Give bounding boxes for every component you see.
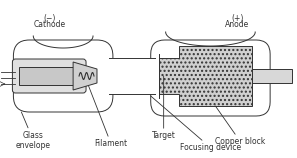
Polygon shape	[73, 62, 97, 90]
Text: Anode: Anode	[225, 20, 249, 29]
Text: Cathode: Cathode	[33, 20, 65, 29]
Text: Target: Target	[152, 76, 176, 140]
Text: Filament: Filament	[87, 82, 127, 148]
Text: Glass
envelope: Glass envelope	[16, 112, 51, 150]
FancyBboxPatch shape	[13, 40, 113, 112]
Text: Copper block: Copper block	[215, 106, 266, 146]
FancyBboxPatch shape	[12, 59, 86, 93]
Text: (−): (−)	[43, 14, 56, 23]
Text: (+): (+)	[231, 14, 244, 23]
Bar	[19, 67, 74, 85]
Bar	[252, 69, 292, 83]
Polygon shape	[159, 46, 252, 106]
Bar	[109, 58, 155, 94]
Text: Focusing device: Focusing device	[151, 96, 241, 152]
FancyBboxPatch shape	[151, 40, 270, 116]
